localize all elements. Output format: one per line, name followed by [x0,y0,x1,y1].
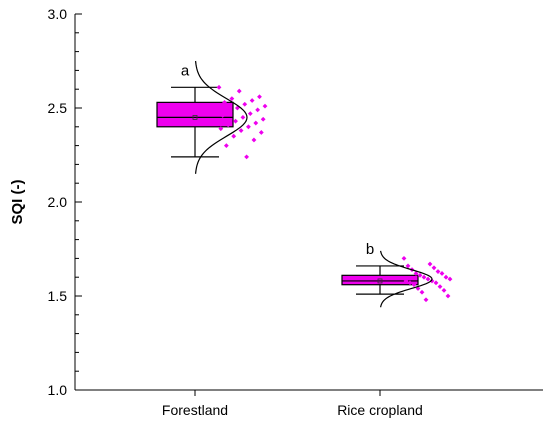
data-point [227,109,233,115]
data-point [233,118,238,124]
data-point [405,263,411,269]
data-point [240,114,246,120]
y-tick-label: 2.5 [48,100,68,116]
data-point [413,271,419,276]
data-point [236,88,242,94]
data-point [439,271,445,276]
data-point [244,154,250,160]
data-point [411,282,417,288]
data-point [251,137,257,143]
data-point [257,94,262,100]
x-tick-label: Rice cropland [337,402,423,418]
data-point [258,130,264,135]
x-tick-label: Forestland [162,402,228,418]
data-point [421,274,427,280]
data-point [437,284,443,290]
data-point [445,293,451,299]
significance-letter: a [181,62,190,79]
data-point [246,124,251,130]
data-point [441,287,447,293]
plot-marks: ab [156,60,453,308]
data-point [249,98,255,103]
data-point [417,272,423,278]
normal-curve [379,250,433,308]
data-point [242,101,248,107]
data-point [255,107,261,113]
data-point [223,143,229,149]
data-point [419,289,425,295]
data-point [443,274,449,280]
iqr-box [341,274,419,286]
data-point [218,126,224,132]
axes: 1.0 1.5 2.0 2.5 3.0 Forestland Rice cropland [48,6,543,418]
data-point [431,265,437,271]
data-point [231,133,237,139]
significance-letter: b [366,241,374,258]
y-tick-label: 1.0 [48,382,68,398]
data-point [229,96,235,102]
normal-curve [194,60,248,174]
mean-marker [192,115,198,120]
y-tick-label: 3.0 [48,6,68,22]
data-point [216,84,222,90]
data-point [447,276,453,282]
data-point [401,255,407,261]
data-point [260,116,266,122]
data-point [427,261,433,267]
box-group-rice-cropland: b [341,241,453,308]
data-point [433,280,439,286]
data-point [247,111,253,117]
data-point [425,276,431,282]
data-point [238,128,244,133]
data-point [253,120,259,126]
data-point [262,103,268,109]
y-tick-label: 2.0 [48,194,68,210]
y-axis-title: SQI (-) [9,180,26,225]
iqr-box [156,101,234,128]
data-point [423,297,429,303]
mean-marker [377,278,383,284]
box-group-forestland: a [156,60,268,174]
y-tick-label: 1.5 [48,288,68,304]
data-point [435,269,441,274]
